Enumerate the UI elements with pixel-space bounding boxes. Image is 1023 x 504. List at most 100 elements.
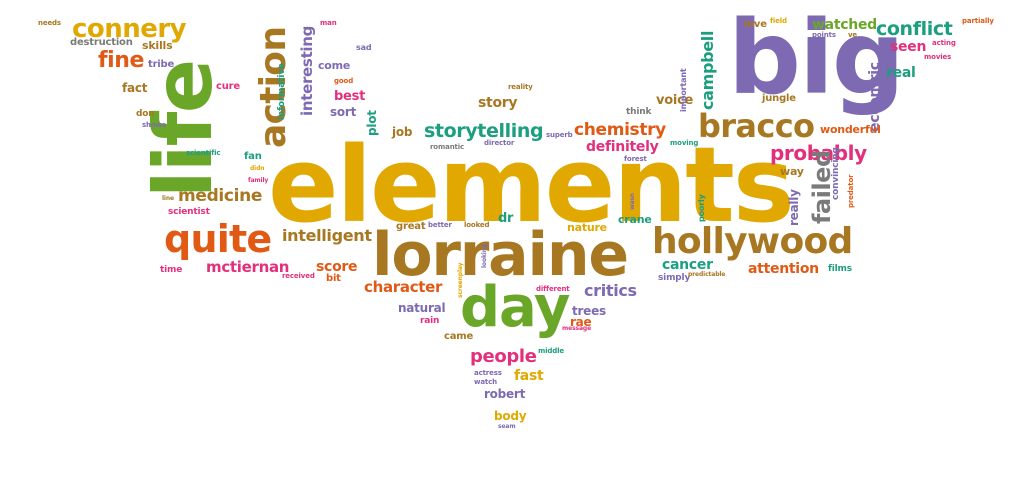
word-day: day bbox=[460, 275, 570, 340]
word-probably: probably bbox=[770, 141, 867, 165]
word-jungle: jungle bbox=[762, 93, 796, 104]
word-came: came bbox=[444, 331, 474, 342]
word-voice: voice bbox=[656, 93, 694, 108]
word-skills: skills bbox=[142, 39, 173, 52]
word-rain: rain bbox=[420, 316, 440, 326]
word-sad: sad bbox=[356, 43, 372, 52]
word-crane: crane bbox=[618, 213, 652, 226]
word-plot: plot bbox=[365, 110, 379, 136]
word-wonderful: wonderful bbox=[820, 123, 881, 136]
word-good: good bbox=[334, 77, 354, 85]
word-nature: nature bbox=[567, 221, 607, 234]
word-family: family bbox=[248, 177, 269, 184]
word-line: line bbox=[162, 195, 174, 202]
word-screenplay: screenplay bbox=[457, 262, 464, 298]
word-intelligent: intelligent bbox=[282, 226, 372, 245]
word-attention: attention bbox=[748, 261, 819, 277]
word-don: don bbox=[136, 109, 155, 119]
word-scientist: scientist bbox=[168, 207, 210, 217]
word-looking: looking bbox=[481, 243, 488, 268]
word-dr: dr bbox=[498, 211, 514, 226]
word-job: job bbox=[392, 125, 413, 139]
word-man: man bbox=[320, 19, 337, 27]
word-films: films bbox=[828, 264, 852, 274]
word-destruction: destruction bbox=[70, 37, 133, 48]
word-story: story bbox=[478, 95, 518, 111]
word-looked: looked bbox=[464, 221, 490, 229]
word-watch: watch bbox=[474, 378, 497, 386]
word-sort: sort bbox=[330, 105, 357, 119]
word-real: real bbox=[886, 65, 916, 81]
word-different: different bbox=[536, 285, 570, 293]
word-critics: critics bbox=[584, 281, 637, 300]
word-romantic: romantic bbox=[430, 143, 465, 151]
word-definitely: definitely bbox=[586, 139, 659, 155]
word-fact: fact bbox=[122, 81, 148, 95]
word-director: director bbox=[484, 139, 515, 147]
word-love: love bbox=[744, 19, 767, 30]
word-connery: connery bbox=[72, 14, 187, 44]
word-really: really bbox=[787, 189, 801, 226]
word-robert: robert bbox=[484, 387, 526, 401]
word-reality: reality bbox=[508, 83, 533, 91]
word-partially: partially bbox=[962, 17, 994, 25]
word-simply: simply bbox=[658, 273, 691, 283]
word-points: points bbox=[812, 31, 836, 39]
word-life: life bbox=[137, 60, 230, 198]
word-ve: ve bbox=[848, 31, 858, 39]
word-better: better bbox=[428, 221, 452, 229]
word-fan: fan bbox=[244, 151, 262, 162]
word-watched: watched bbox=[812, 17, 877, 33]
word-fast: fast bbox=[514, 368, 544, 384]
word-important: important bbox=[679, 68, 688, 112]
word-needs: needs bbox=[38, 19, 61, 27]
word-didn: didn bbox=[250, 165, 265, 172]
word-best: best bbox=[334, 89, 366, 104]
word-medicine: medicine bbox=[178, 186, 263, 206]
word-character: character bbox=[364, 278, 443, 296]
word-elements: elements bbox=[268, 124, 795, 246]
word-campbell: campbell bbox=[698, 30, 717, 110]
word-predictable: predictable bbox=[688, 271, 726, 278]
word-way: way bbox=[780, 165, 804, 178]
word-scientific: scientific bbox=[186, 149, 221, 157]
word-storytelling: storytelling bbox=[424, 120, 544, 142]
word-body: body bbox=[494, 409, 527, 423]
word-great: great bbox=[396, 221, 426, 232]
word-fine: fine bbox=[98, 48, 144, 73]
word-message: message bbox=[562, 325, 592, 332]
word-seam: seam bbox=[498, 423, 516, 430]
word-predator: predator bbox=[847, 174, 855, 208]
word-actress: actress bbox=[474, 369, 502, 377]
word-chemistry: chemistry bbox=[574, 120, 666, 140]
word-interesting: interesting bbox=[298, 25, 316, 116]
word-hollywood: hollywood bbox=[652, 221, 853, 262]
word-tribe: tribe bbox=[148, 59, 175, 70]
word-field: field bbox=[770, 17, 787, 25]
word-cure: cure bbox=[216, 81, 240, 92]
word-conflict: conflict bbox=[876, 18, 953, 40]
word-time: time bbox=[160, 265, 183, 275]
word-seen: seen bbox=[890, 39, 927, 55]
word-bracco: bracco bbox=[698, 107, 815, 145]
word-lorraine: lorraine bbox=[372, 220, 629, 290]
word-cancer: cancer bbox=[662, 257, 713, 273]
word-convincing: convincing bbox=[831, 147, 841, 200]
word-movies: movies bbox=[924, 53, 952, 61]
word-middle: middle bbox=[538, 347, 565, 355]
word-big: big bbox=[728, 0, 905, 118]
word-wasn: wasn bbox=[629, 193, 636, 210]
word-acting: acting bbox=[932, 39, 956, 47]
word-natural: natural bbox=[398, 301, 446, 315]
word-informative: informative bbox=[277, 63, 287, 120]
word-think: think bbox=[626, 107, 652, 117]
word-shows: shows bbox=[142, 121, 166, 129]
word-quite: quite bbox=[164, 217, 272, 261]
word-come: come bbox=[318, 59, 351, 72]
word-eccentric: eccentric bbox=[867, 62, 883, 132]
word-forest: forest bbox=[624, 155, 647, 163]
word-poorly: poorly bbox=[697, 194, 706, 222]
word-received: received bbox=[282, 272, 315, 280]
word-trees: trees bbox=[572, 304, 606, 318]
